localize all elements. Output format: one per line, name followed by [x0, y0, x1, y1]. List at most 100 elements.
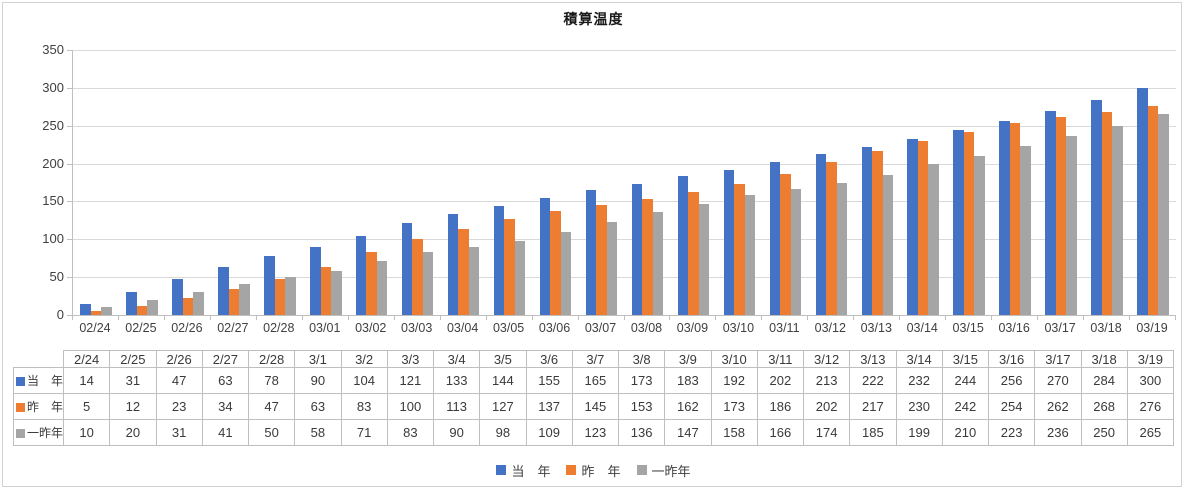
- x-axis-tick-mark: [715, 316, 717, 320]
- table-value-cell: 83: [340, 393, 388, 420]
- table-value-cell: 165: [571, 367, 620, 394]
- table-date-header-cell: 3/12: [802, 350, 851, 368]
- x-axis-tick-mark: [163, 316, 165, 320]
- table-value-cell: 10: [62, 419, 111, 446]
- x-axis-tick-mark: [439, 316, 441, 320]
- x-axis-tick-label: 03/15: [952, 321, 984, 335]
- table-value-cell: 199: [895, 419, 943, 446]
- table-value-cell: 153: [617, 393, 666, 420]
- table-value-cell: 186: [756, 393, 805, 420]
- legend-item-last-year: 昨 年: [566, 461, 621, 480]
- bar: [698, 203, 710, 315]
- table-value-cell: 136: [617, 419, 666, 446]
- bar: [550, 211, 561, 315]
- bar: [744, 195, 756, 315]
- x-axis-tick-label: 03/12: [814, 321, 846, 335]
- bar: [677, 176, 689, 315]
- x-axis-tick-label: 03/13: [860, 321, 892, 335]
- legend-label: 一昨年: [651, 463, 691, 479]
- table-value-cell: 12: [109, 393, 157, 420]
- x-axis-tick-mark: [991, 316, 993, 320]
- bar: [331, 271, 342, 315]
- table-value-cell: 217: [849, 393, 897, 420]
- x-axis-tick-mark: [807, 316, 809, 320]
- x-axis-tick-label: 03/17: [1044, 321, 1076, 335]
- table-value-cell: 262: [1034, 393, 1082, 420]
- table-value-cell: 137: [525, 393, 573, 420]
- bar: [826, 162, 837, 315]
- x-axis-tick-label: 03/06: [538, 321, 571, 335]
- table-date-header-cell: 3/2: [340, 350, 388, 368]
- x-axis-tick-mark: [1083, 316, 1085, 320]
- table-value-cell: 174: [802, 419, 851, 446]
- table-date-header-cell: 3/17: [1034, 350, 1082, 368]
- x-axis-tick-label: 02/26: [171, 321, 203, 335]
- table-row: 昨 年 5 12 23 34 47 63 83 100 113 127 137 145 153 162 173…: [13, 393, 1175, 420]
- bar: [136, 305, 148, 315]
- chart-title: 積算温度: [563, 11, 624, 27]
- bar: [285, 277, 296, 315]
- y-axis-tick-label: 250: [42, 117, 64, 133]
- table-value-cell: 244: [941, 367, 990, 394]
- table-value-cell: 100: [386, 393, 435, 420]
- table-value-cell: 50: [247, 419, 296, 446]
- table-value-cell: 121: [386, 367, 435, 394]
- series-label-cell: 昨 年: [13, 393, 64, 420]
- table-value-cell: 41: [201, 419, 250, 446]
- x-axis-tick-label: 03/08: [630, 321, 663, 335]
- legend-item-two-years-ago: 一昨年: [636, 461, 691, 480]
- table-value-cell: 123: [571, 419, 620, 446]
- table-date-header-cell: 3/3: [386, 350, 435, 368]
- bar: [101, 307, 112, 315]
- table-value-cell: 83: [386, 419, 435, 446]
- bar: [606, 221, 618, 315]
- table-date-header-cell: 2/24: [62, 350, 111, 368]
- bar: [872, 150, 883, 315]
- table-value-cell: 222: [849, 367, 897, 394]
- bar: [422, 252, 434, 315]
- x-axis-tick-mark: [1129, 316, 1131, 320]
- y-axis-tick-mark: [67, 50, 72, 51]
- table-date-header-cell: 3/10: [710, 350, 758, 368]
- table-value-cell: 109: [525, 419, 573, 446]
- table-value-cell: 213: [802, 367, 851, 394]
- y-axis-tick-label: 50: [49, 269, 64, 285]
- bar: [366, 252, 377, 315]
- table-value-cell: 31: [155, 419, 203, 446]
- x-axis-tick-label: 02/28: [263, 321, 295, 335]
- bar: [228, 289, 240, 315]
- table-value-cell: 232: [895, 367, 943, 394]
- table-date-header-cell: 3/6: [525, 350, 573, 368]
- bar: [780, 174, 791, 315]
- table-date-header-cell: 3/1: [294, 350, 342, 368]
- bar: [412, 239, 423, 315]
- table-value-cell: 185: [849, 419, 897, 446]
- x-axis-tick-mark: [485, 316, 487, 320]
- table-date-header-cell: 3/9: [664, 350, 712, 368]
- table-value-cell: 242: [941, 393, 990, 420]
- bar: [355, 236, 367, 315]
- y-axis-tick-mark: [67, 315, 72, 316]
- table-value-cell: 133: [432, 367, 481, 394]
- bar: [310, 246, 321, 315]
- table-value-cell: 104: [340, 367, 388, 394]
- x-axis-tick-mark: [761, 316, 763, 320]
- table-row: 当 年 14 31 47 63 78 90 104 121 133 144 155 165 173 183 1…: [13, 367, 1175, 394]
- table-date-header-cell: 3/14: [895, 350, 943, 368]
- x-axis-tick-label: 03/04: [446, 321, 479, 335]
- table-value-cell: 78: [247, 367, 296, 394]
- bar: [1137, 87, 1148, 315]
- table-value-cell: 63: [201, 367, 250, 394]
- y-axis-tick-label: 350: [42, 42, 64, 57]
- table-date-header-cell: 3/18: [1080, 350, 1128, 368]
- bar: [514, 240, 526, 315]
- table-value-cell: 192: [710, 367, 758, 394]
- table-value-cell: 34: [201, 393, 250, 420]
- table-value-cell: 47: [247, 393, 296, 420]
- x-axis-tick-mark: [117, 316, 119, 320]
- legend-label: 当 年: [511, 463, 551, 479]
- bar: [688, 192, 699, 315]
- x-axis-tick-mark: [853, 316, 855, 320]
- x-axis-tick-label: 03/19: [1136, 321, 1168, 335]
- bar: [963, 131, 975, 315]
